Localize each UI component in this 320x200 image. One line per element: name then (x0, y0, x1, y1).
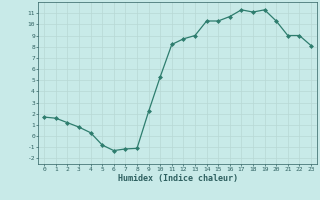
X-axis label: Humidex (Indice chaleur): Humidex (Indice chaleur) (118, 174, 238, 183)
